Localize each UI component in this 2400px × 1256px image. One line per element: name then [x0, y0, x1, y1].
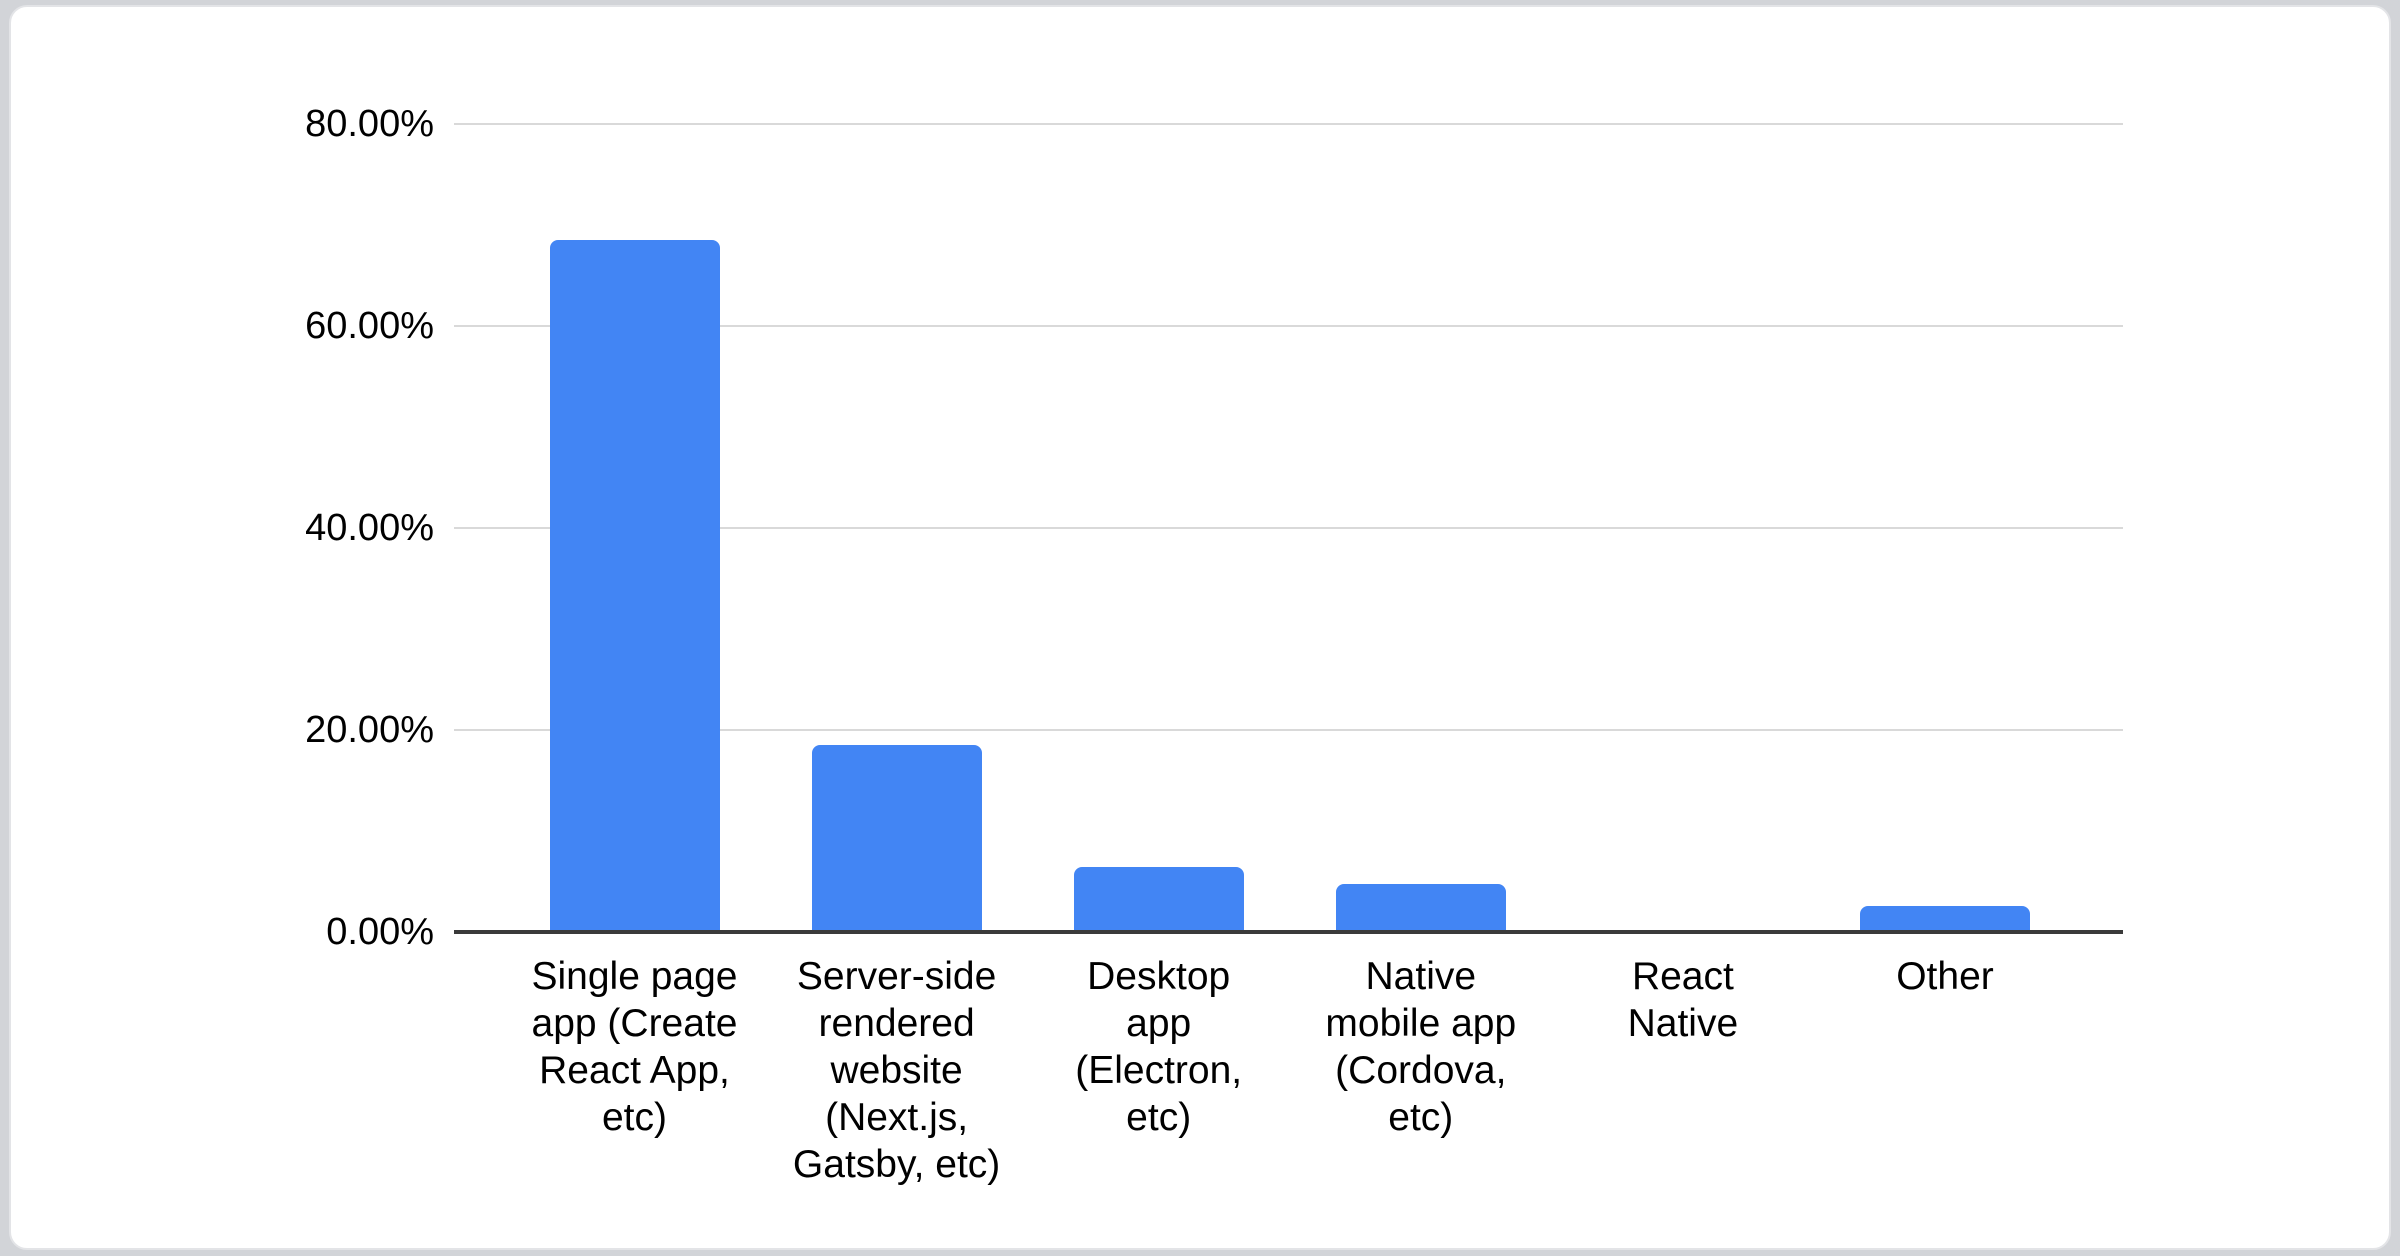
- y-axis-tick-label: 40.00%: [305, 507, 434, 549]
- x-axis-category-label: Desktop app (Electron, etc): [1075, 955, 1243, 1139]
- bar-5[interactable]: [1860, 905, 2030, 932]
- x-axis-line: [454, 930, 2123, 934]
- x-axis-category-label: Single page app (Create React App, etc): [531, 955, 738, 1139]
- gridline-80: [454, 123, 2123, 125]
- y-axis-tick-label: 80.00%: [305, 103, 434, 145]
- x-axis-category-label: Server-side rendered website (Next.js, G…: [792, 955, 1001, 1186]
- y-axis-tick-label: 20.00%: [305, 709, 434, 751]
- gridline-60: [454, 325, 2123, 327]
- gridline-20: [454, 729, 2123, 731]
- bar-1[interactable]: [811, 745, 982, 932]
- bar-0[interactable]: [549, 240, 720, 932]
- x-axis-category-label: React Native: [1627, 955, 1739, 1045]
- bar-3[interactable]: [1335, 883, 1506, 932]
- bar-2[interactable]: [1073, 867, 1244, 932]
- y-axis-tick-label: 60.00%: [305, 305, 434, 347]
- x-axis-category-label: Other: [1896, 955, 1994, 998]
- bar-chart: 0.00% 20.00% 40.00% 60.00% 80.00% Single page…: [11, 7, 2389, 1248]
- x-axis-category-label: Native mobile app (Cordova, etc): [1325, 955, 1517, 1139]
- chart-card: 0.00% 20.00% 40.00% 60.00% 80.00% Single page…: [9, 5, 2391, 1250]
- gridline-40: [454, 527, 2123, 529]
- y-axis-tick-label: 0.00%: [326, 911, 434, 953]
